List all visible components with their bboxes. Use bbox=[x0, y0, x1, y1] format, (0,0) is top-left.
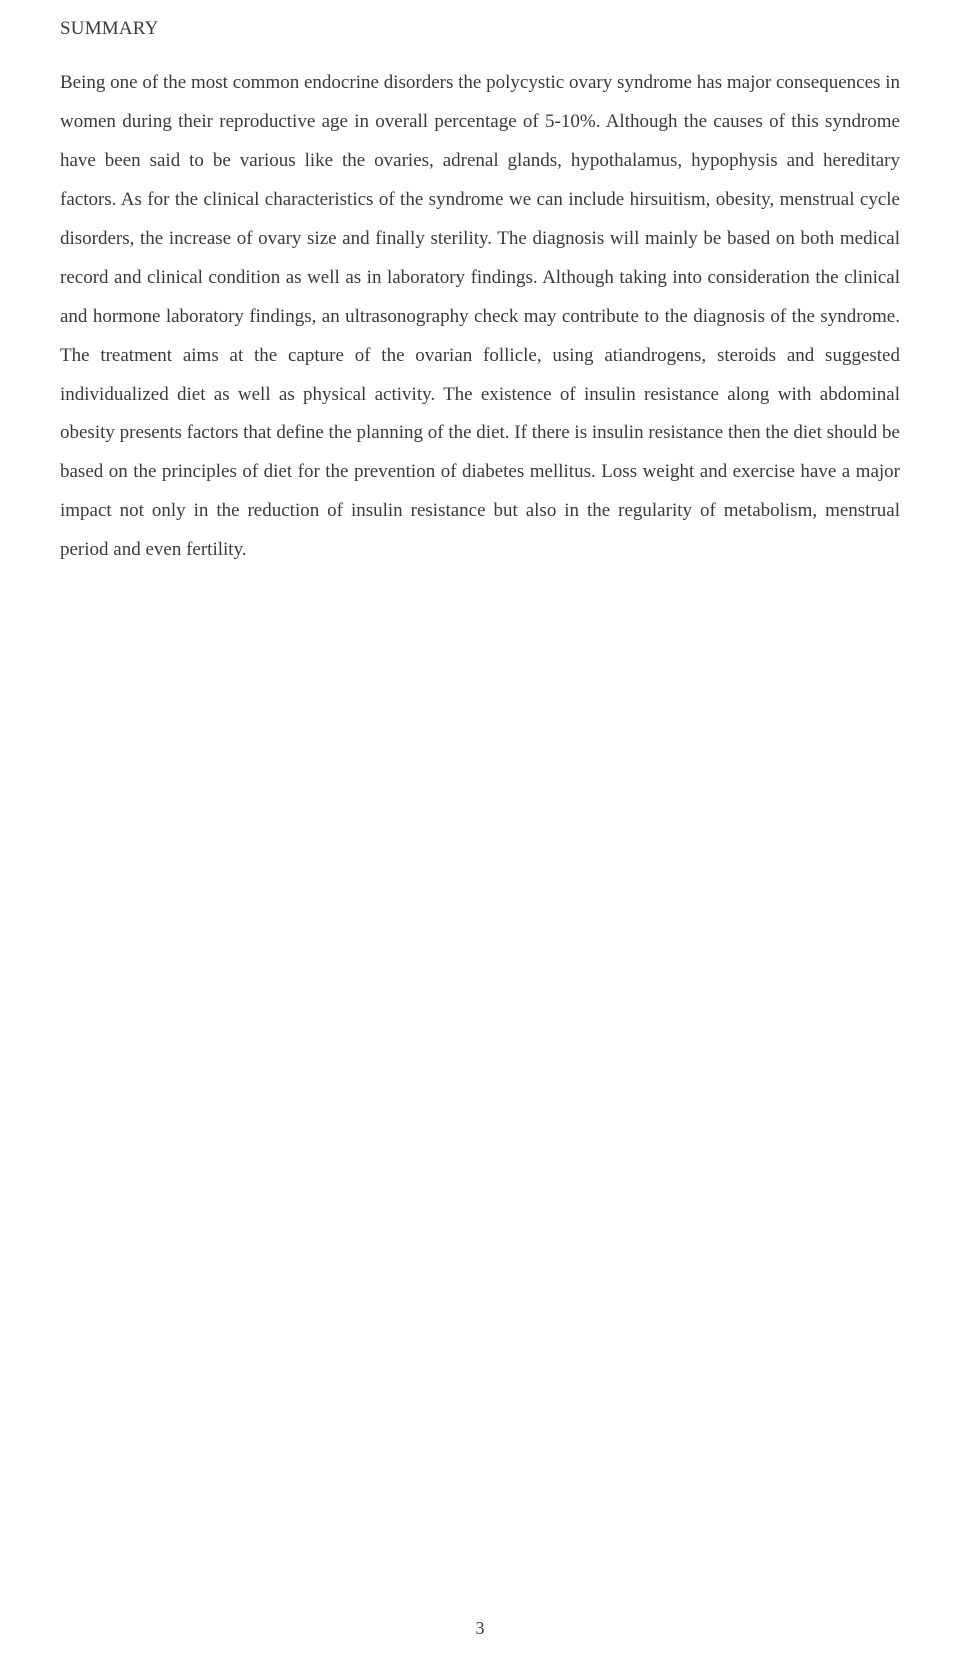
summary-heading: SUMMARY bbox=[60, 18, 900, 40]
page-number: 3 bbox=[0, 1618, 960, 1639]
summary-body-text: Being one of the most common endocrine d… bbox=[60, 64, 900, 570]
